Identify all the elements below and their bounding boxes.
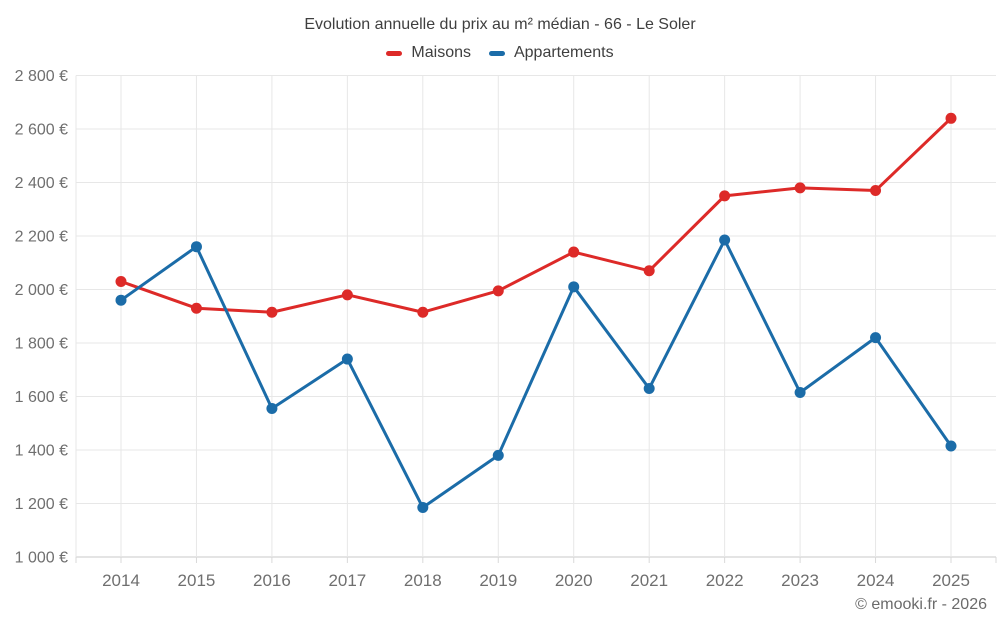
data-point-maisons-2016[interactable] <box>266 306 278 318</box>
x-axis-ticks <box>75 557 997 563</box>
axis-labels: 1 000 € 1 200 € 1 400 € 1 600 € 1 800 € 2 000… <box>15 68 970 590</box>
x-axis-label: 2022 <box>706 571 744 590</box>
gridlines <box>75 75 996 558</box>
x-axis-label: 2020 <box>555 571 593 590</box>
x-axis-label: 2016 <box>253 571 291 590</box>
legend-item-appartements[interactable]: Appartements <box>488 44 614 62</box>
data-point-appartements-2019[interactable] <box>492 449 504 461</box>
y-axis-label: 1 800 € <box>15 336 68 353</box>
x-axis-label: 2014 <box>102 571 140 590</box>
y-axis-label: 2 000 € <box>15 282 68 299</box>
series-maisons <box>115 112 957 318</box>
x-axis-label: 2025 <box>932 571 970 590</box>
data-point-appartements-2024[interactable] <box>870 332 882 344</box>
y-axis-label: 1 400 € <box>15 443 68 460</box>
data-point-appartements-2018[interactable] <box>417 502 429 514</box>
data-point-appartements-2014[interactable] <box>115 294 127 306</box>
y-axis-label: 1 000 € <box>15 550 68 567</box>
legend-item-maisons[interactable]: Maisons <box>386 44 471 62</box>
data-point-appartements-2017[interactable] <box>341 353 353 365</box>
data-point-appartements-2023[interactable] <box>794 386 806 398</box>
data-point-maisons-2020[interactable] <box>568 246 580 258</box>
data-point-appartements-2025[interactable] <box>945 440 957 452</box>
legend-swatch-maisons-icon <box>386 50 403 56</box>
data-point-appartements-2015[interactable] <box>190 241 202 253</box>
copyright-text: © emooki.fr - 2026 <box>855 596 987 613</box>
y-axis-label: 2 800 € <box>15 68 68 85</box>
data-point-maisons-2022[interactable] <box>719 190 731 202</box>
y-axis-label: 2 600 € <box>15 122 68 139</box>
y-axis-label: 2 200 € <box>15 229 68 246</box>
y-axis-label: 1 600 € <box>15 389 68 406</box>
data-point-maisons-2023[interactable] <box>794 182 806 194</box>
chart-title: Evolution annuelle du prix au m² médian … <box>304 16 696 33</box>
legend-swatch-appartements-icon <box>488 50 505 56</box>
data-point-maisons-2024[interactable] <box>870 185 882 197</box>
x-axis-label: 2024 <box>857 571 895 590</box>
x-axis-label: 2023 <box>781 571 819 590</box>
series-appartements <box>115 234 957 514</box>
series-line-appartements <box>119 238 953 510</box>
x-axis-label: 2018 <box>404 571 442 590</box>
series-line-maisons <box>119 116 953 314</box>
y-axis-label: 1 200 € <box>15 496 68 513</box>
data-point-maisons-2017[interactable] <box>341 289 353 301</box>
data-point-maisons-2025[interactable] <box>945 112 957 124</box>
chart-legend: Maisons Appartements <box>0 44 1000 62</box>
data-point-maisons-2014[interactable] <box>115 275 127 287</box>
x-axis-label: 2015 <box>178 571 216 590</box>
data-point-appartements-2020[interactable] <box>568 281 580 293</box>
x-axis-label: 2017 <box>328 571 366 590</box>
legend-label-maisons: Maisons <box>411 44 471 61</box>
legend-label-appartements: Appartements <box>513 44 614 61</box>
data-point-maisons-2021[interactable] <box>643 265 655 277</box>
x-axis-label: 2021 <box>630 571 668 590</box>
data-point-appartements-2016[interactable] <box>266 403 278 415</box>
x-axis-label: 2019 <box>479 571 517 590</box>
data-point-appartements-2021[interactable] <box>643 382 655 394</box>
data-point-maisons-2019[interactable] <box>492 285 504 297</box>
y-axis-label: 2 400 € <box>15 175 68 192</box>
data-point-appartements-2022[interactable] <box>719 234 731 246</box>
data-point-maisons-2015[interactable] <box>190 302 202 314</box>
data-point-maisons-2018[interactable] <box>417 306 429 318</box>
